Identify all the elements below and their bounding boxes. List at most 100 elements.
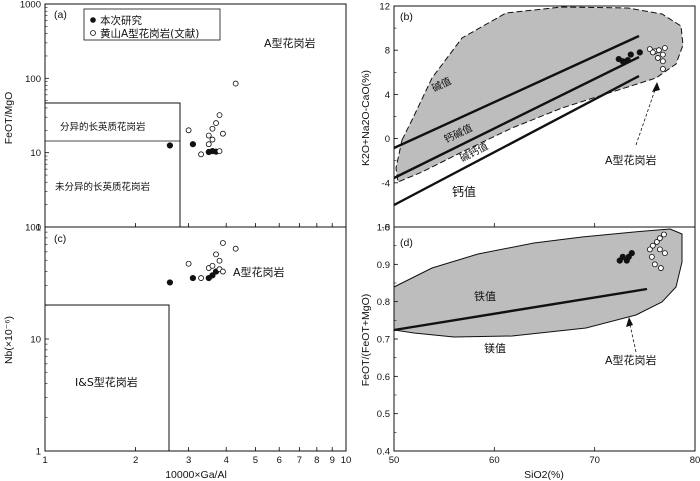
data-point-this-study (189, 274, 196, 282)
y-tick-label: 100 (25, 74, 41, 85)
panel-c: (c) A型花岗岩 I&S型花岗岩 Nb(×10⁻⁶) 10000×Ga/Al (3, 226, 347, 481)
data-point-literature (657, 265, 664, 271)
a-type-pointer-b (635, 83, 658, 146)
panel-c-label: (c) (54, 233, 66, 245)
a-type-field-d (393, 228, 683, 338)
x-tick-label: 7 (297, 455, 302, 466)
y-tick-label: 0.7 (377, 335, 390, 346)
x-axis-label-left: 10000×Ga/Al (165, 469, 227, 481)
x-tick-label: 80 (690, 455, 700, 466)
x-tick-label: 9 (330, 455, 335, 466)
data-point-literature (220, 240, 226, 246)
data-point-this-study (189, 141, 196, 148)
y-axis-label-b: K2O+Na2O-CaO(%) (360, 70, 372, 166)
legend-entry-literature: 黄山A型花岗岩(文献) (100, 27, 199, 40)
x-tick-label: 6 (277, 455, 282, 466)
y-tick-label: 1 (36, 447, 41, 458)
annotation-a-type-b: A型花岗岩 (605, 153, 657, 167)
alkalicalcic-calcic-boundary (393, 74, 640, 207)
data-point-literature (198, 151, 204, 158)
y-tick-label: 0.4 (377, 447, 390, 458)
data-point-this-study (166, 279, 174, 286)
data-point-this-study (619, 58, 626, 65)
panel-c-frame (44, 226, 347, 452)
panel-b-label: (b) (400, 11, 413, 23)
alkalinity-boundaries (393, 34, 640, 207)
field-label-unfractionated: 未分异的长英质花岗岩 (55, 181, 150, 193)
x-tick-label: 50 (389, 455, 400, 466)
data-point-literature (655, 47, 662, 54)
annotation-a-type-d: A型花岗岩 (605, 353, 657, 367)
legend-filled-marker (90, 17, 96, 23)
field-label-a-type: A型花岗岩 (264, 36, 316, 50)
x-tick-label: 60 (489, 455, 500, 466)
x-tick-label: 70 (589, 455, 600, 466)
x-tick-label: 3 (186, 455, 191, 466)
data-point-literature (656, 246, 663, 253)
data-point-literature (659, 58, 666, 65)
y-axis-label-d: FeOT/(FeOT+MgO) (360, 294, 372, 386)
data-point-literature (662, 45, 668, 51)
x-tick-label: 10 (341, 455, 352, 466)
x-tick-label: 8 (314, 455, 319, 466)
data-point-literature (220, 130, 226, 137)
y-tick-label: 0 (385, 134, 390, 145)
a-type-pointer-b-head (652, 82, 660, 92)
y-tick-label: 1.0 (377, 223, 390, 234)
data-point-literature (205, 132, 212, 139)
data-point-literature (213, 251, 219, 258)
data-point-literature (209, 136, 216, 143)
data-point-literature (185, 260, 192, 267)
data-point-literature (209, 262, 216, 269)
x-axis-label-right: SiO2(%) (524, 469, 564, 481)
data-point-literature (660, 231, 667, 238)
panel-a: (a) 本次研究 黄山A型花岗岩(文献) A型花岗岩 分异的长英质花岗岩 未分异… (3, 3, 347, 228)
x-tick-label: 2 (133, 455, 138, 466)
data-point-literature (232, 245, 239, 252)
alkali-calcalkalic-boundary (393, 34, 640, 150)
data-point-this-study (627, 51, 634, 58)
y-tick-label: -4 (382, 178, 390, 189)
data-point-literature (659, 51, 666, 58)
data-point-literature (198, 275, 204, 281)
panel-4-marks: 50 60 70 80 0.4 0.5 0.6 0.7 0.8 0.9 1.0 (377, 223, 700, 467)
data-point-literature (213, 120, 219, 126)
data-point-this-study (166, 142, 174, 149)
data-point-literature (216, 148, 223, 154)
data-point-literature (216, 257, 223, 264)
x-tick-label: 4 (224, 455, 229, 466)
x-tick-label: 1 (42, 455, 47, 466)
y-tick-label: 8 (385, 46, 390, 57)
y-tick-label: 12 (379, 2, 390, 13)
panel-2-marks: -8 -4 0 4 8 12 (379, 2, 696, 234)
panel-3-marks: 1 2 3 4 5 6 7 8 9 10 1 10 100 (25, 223, 351, 467)
x-tick-label: 5 (253, 455, 258, 466)
data-point-literature (209, 125, 216, 132)
data-point-this-study (209, 272, 216, 279)
field-label-calcic: 钙值 (452, 184, 476, 199)
legend: 本次研究 黄山A型花岗岩(文献) (83, 8, 221, 41)
y-tick-label: -8 (382, 223, 390, 234)
legend-entry-this-study: 本次研究 (100, 14, 142, 27)
y-tick-label: 1000 (20, 0, 41, 11)
data-point-literature (649, 242, 656, 249)
data-point-literature (220, 268, 226, 275)
field-label-ferroan: 铁值 (474, 290, 496, 303)
panel-a-label: (a) (54, 9, 67, 21)
y-tick-label: 10 (30, 148, 41, 159)
calcalkalic-alkalicalcic-boundary (393, 55, 640, 180)
data-point-literature (656, 235, 663, 242)
field-label-fractionated: 分异的长英质花岗岩 (60, 121, 146, 133)
data-point-literature (653, 239, 660, 245)
data-point-literature (185, 127, 192, 134)
data-point-literature (648, 253, 655, 260)
data-point-this-study (624, 57, 631, 64)
data-point-this-study (636, 49, 643, 56)
data-point-literature (205, 141, 212, 148)
data-point-literature (216, 112, 223, 119)
y-tick-label: 0.9 (377, 260, 390, 271)
panel-1-marks: 1 10 100 1000 (20, 0, 347, 234)
y-tick-label: 0.6 (377, 372, 390, 383)
